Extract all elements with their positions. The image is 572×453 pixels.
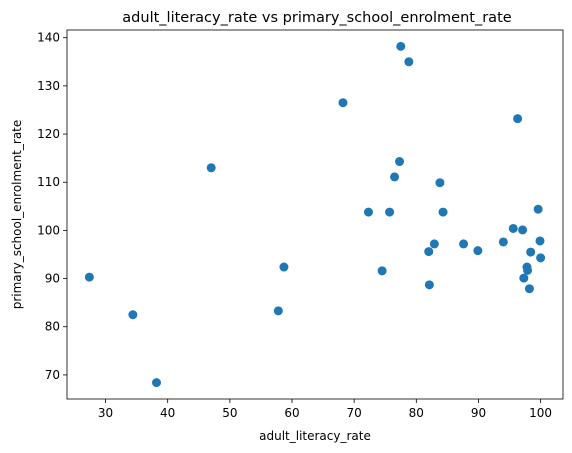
data-point-3 [206,163,216,173]
data-point-7 [363,207,373,217]
data-point-6 [338,98,348,108]
data-point-28 [524,284,534,294]
y-tick-label: 70 [45,368,60,382]
data-point-1 [128,310,138,320]
x-tick-label: 30 [98,406,113,420]
y-tick-label: 100 [37,223,60,237]
data-point-13 [404,57,414,67]
data-point-11 [395,157,405,167]
data-point-0 [84,272,94,282]
x-axis-label: adult_literacy_rate [259,429,371,443]
data-point-17 [435,178,445,188]
x-tick-label: 40 [160,406,175,420]
data-point-12 [396,41,406,51]
data-point-19 [459,239,469,249]
data-point-2 [152,378,161,388]
data-point-9 [385,207,395,217]
points-layer [84,41,546,388]
y-tick-label: 140 [37,31,60,45]
x-tick-label: 50 [222,406,237,420]
x-tick-label: 90 [471,406,486,420]
x-tick-label: 70 [347,406,362,420]
data-point-14 [424,247,434,257]
data-point-20 [473,246,483,256]
data-point-18 [438,207,448,217]
y-tick-label: 80 [45,320,60,334]
data-point-30 [533,204,543,214]
data-point-23 [513,114,523,124]
x-tick-label: 60 [284,406,299,420]
data-point-16 [429,239,439,249]
y-tick-label: 120 [37,127,60,141]
y-tick-label: 110 [37,175,60,189]
data-point-27 [523,265,533,275]
data-point-32 [536,253,546,263]
y-tick-label: 130 [37,79,60,93]
x-tick-label: 80 [409,406,424,420]
data-point-10 [390,172,400,182]
ticks-layer: 30 40 50 60 70 80 90 100 70 80 90 100 110 120 130 140 [37,31,552,420]
x-tick-label: 100 [529,406,552,420]
chart-title: adult_literacy_rate vs primary_school_en… [122,10,511,26]
data-point-4 [273,306,283,316]
data-point-21 [498,237,508,247]
y-tick-label: 90 [45,272,60,286]
y-axis-label: primary_school_enrolment_rate [10,120,24,310]
data-point-24 [518,225,528,235]
data-point-8 [377,266,387,276]
data-point-22 [508,223,518,233]
data-point-29 [526,247,536,257]
data-point-25 [519,273,529,283]
data-point-31 [535,236,545,246]
plot-frame [66,29,564,400]
data-point-5 [279,262,289,272]
data-point-15 [424,280,434,290]
